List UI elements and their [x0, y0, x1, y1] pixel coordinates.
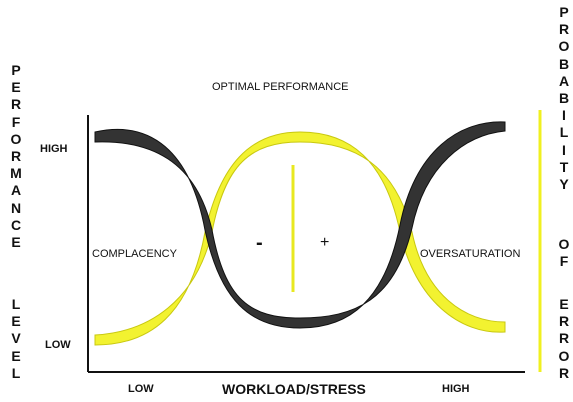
high-label: HIGH	[40, 143, 68, 155]
left-axis-word: LEVEL	[11, 296, 21, 381]
right-axis-word: ERROR	[558, 296, 570, 381]
plus-sign: +	[320, 234, 330, 251]
x-title: WORKLOAD/STRESS	[222, 381, 366, 397]
minus-sign: -	[256, 232, 263, 254]
x-low-label: LOW	[128, 383, 154, 395]
left-axis-word: PERFORMANCE	[10, 62, 22, 251]
performance-curve	[94, 121, 506, 329]
right-axis-word: PROBABILITY	[558, 4, 570, 193]
top-region: OPTIMAL PERFORMANCE	[212, 81, 349, 93]
x-high-label: HIGH	[442, 383, 470, 395]
left-region: COMPLACENCY	[92, 248, 177, 260]
right-region: OVERSATURATION	[420, 248, 521, 260]
error-curve	[94, 131, 506, 346]
low-label: LOW	[45, 339, 71, 351]
right-axis-word: OF	[558, 236, 570, 270]
